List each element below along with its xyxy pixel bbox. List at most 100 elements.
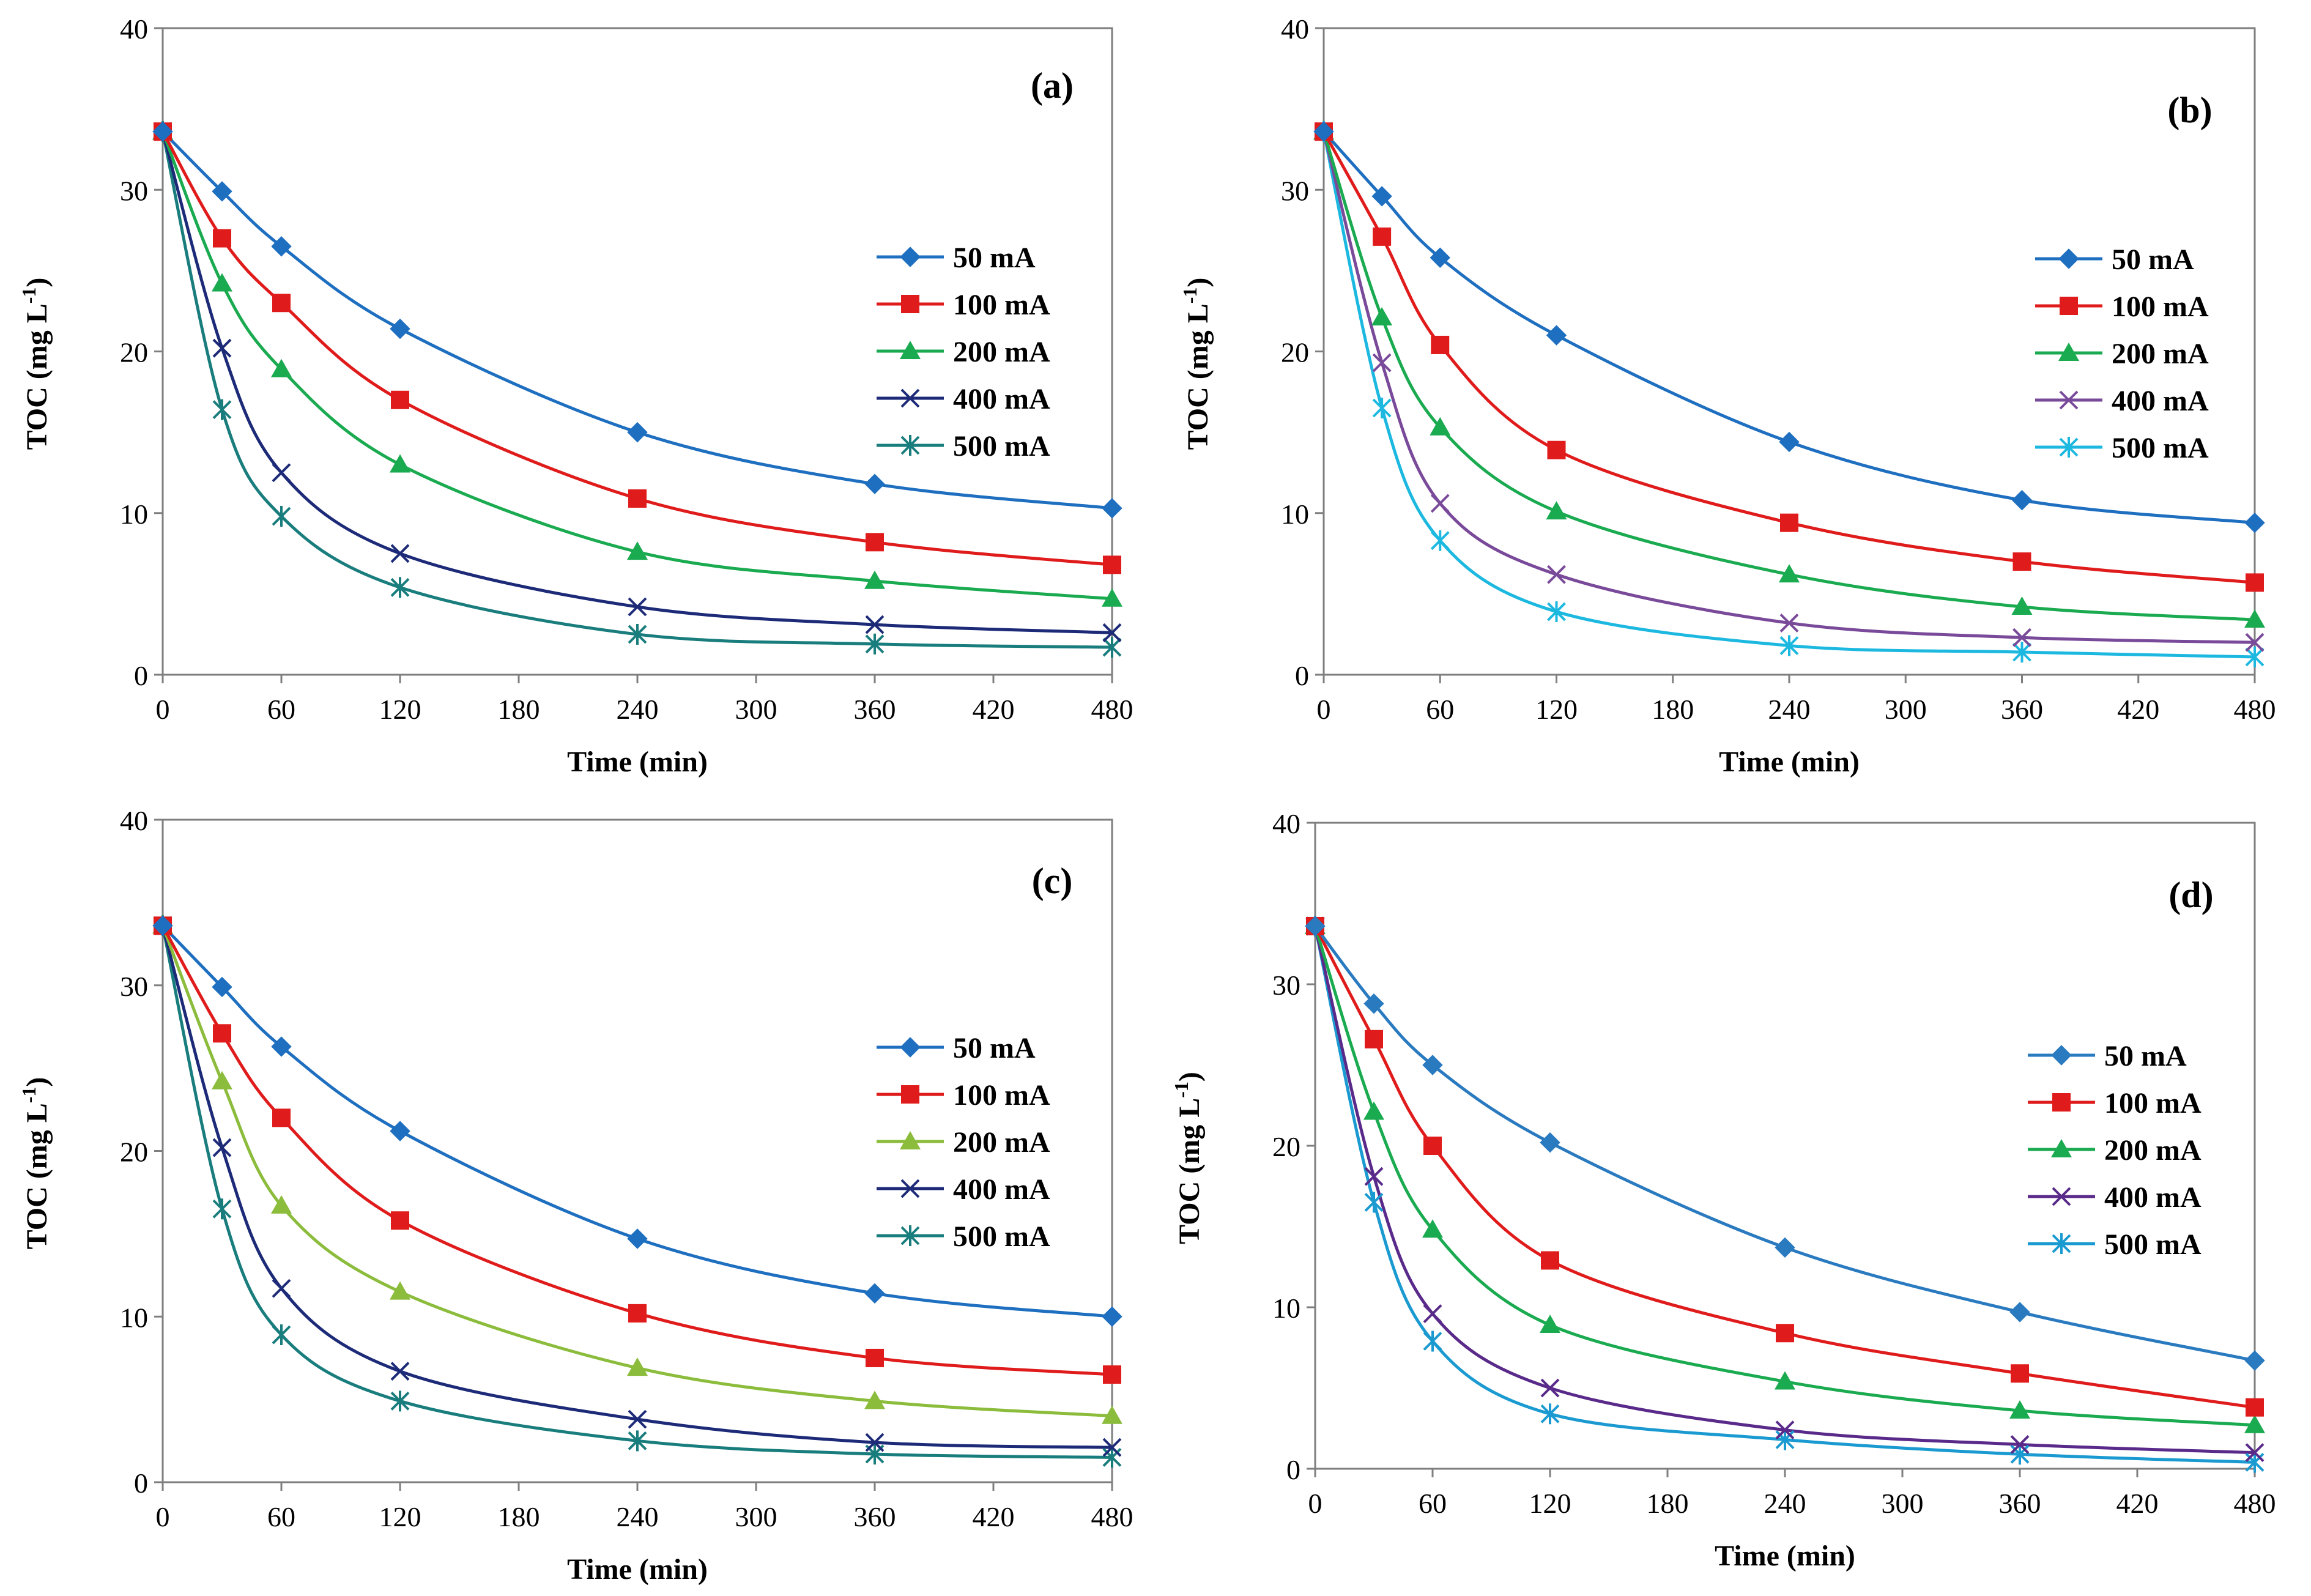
data-point	[1373, 227, 1392, 246]
series-line-400-mA	[161, 131, 1113, 634]
x-tick-label: 300	[735, 694, 777, 725]
x-tick-label: 360	[854, 694, 896, 725]
data-point	[1540, 1403, 1560, 1425]
data-point	[391, 1211, 409, 1230]
data-point	[628, 597, 647, 617]
data-point	[272, 506, 291, 527]
data-point	[1422, 1055, 1443, 1075]
data-point	[390, 1362, 410, 1381]
data-point	[152, 915, 173, 936]
y-tick-label: 0	[1295, 660, 1309, 691]
data-point	[1363, 1101, 1384, 1120]
legend-marker	[2059, 390, 2079, 410]
data-point	[627, 541, 648, 560]
data-point	[390, 1121, 410, 1141]
y-tick-label: 10	[120, 1302, 148, 1333]
legend-marker	[2058, 343, 2079, 361]
y-axis-title-end: )	[1182, 278, 1214, 288]
data-point	[627, 421, 648, 443]
x-tick-label: 60	[267, 1501, 295, 1532]
legend-marker	[900, 1225, 920, 1246]
x-tick-label: 120	[1529, 1488, 1571, 1519]
legend-marker	[2060, 297, 2078, 315]
x-tick-label: 240	[1764, 1488, 1806, 1519]
data-point	[627, 1357, 648, 1376]
y-tick-label: 40	[1272, 808, 1300, 839]
x-tick-label: 360	[1999, 1488, 2041, 1519]
legend-marker	[2052, 1233, 2071, 1254]
y-axis-title-superscript: -1	[18, 288, 40, 304]
y-tick-label: 10	[1272, 1293, 1300, 1324]
legend-label: 50 mA	[2104, 1040, 2187, 1072]
data-point	[212, 273, 232, 292]
y-axis-title-main: TOC (mg L	[21, 1103, 53, 1249]
y-tick-label: 30	[120, 971, 148, 1002]
series-line-50-mA	[161, 130, 1113, 510]
data-point	[627, 1228, 648, 1249]
data-point	[1102, 637, 1122, 658]
x-tick-label: 180	[1647, 1488, 1689, 1519]
legend-label: 100 mA	[953, 289, 1050, 321]
data-point	[1541, 1251, 1559, 1270]
data-point	[1102, 498, 1122, 519]
x-axis-title: Time (min)	[1715, 1540, 1855, 1572]
legend-label: 500 mA	[2104, 1228, 2202, 1261]
x-tick-label: 60	[1419, 1488, 1447, 1519]
legend-label: 400 mA	[2104, 1181, 2202, 1214]
data-point	[628, 489, 647, 508]
y-axis-title-end: )	[21, 1077, 53, 1087]
series-line-500-mA	[161, 131, 1113, 649]
data-point	[1540, 1315, 1560, 1334]
data-point	[1431, 335, 1450, 354]
y-tick-label: 20	[1281, 337, 1309, 368]
x-tick-label: 420	[973, 1501, 1015, 1532]
x-tick-label: 120	[1535, 694, 1578, 725]
data-point	[213, 1024, 231, 1043]
data-point	[1423, 1137, 1442, 1155]
data-point	[864, 570, 885, 589]
data-point	[1365, 1030, 1383, 1049]
x-tick-label: 0	[156, 1501, 170, 1532]
legend-label: 50 mA	[953, 242, 1036, 274]
data-point	[212, 399, 232, 420]
data-point	[866, 1348, 884, 1367]
panel-label: (a)	[1031, 65, 1074, 106]
x-tick-label: 420	[973, 694, 1015, 725]
legend-label: 100 mA	[953, 1079, 1050, 1112]
data-point	[390, 1281, 410, 1300]
data-point	[1780, 513, 1798, 532]
legend-marker	[900, 341, 921, 359]
data-point	[1547, 601, 1566, 622]
legend-marker	[2051, 1045, 2072, 1066]
y-tick-label: 40	[120, 13, 148, 45]
data-point	[864, 473, 885, 494]
series-line-50-mA	[161, 924, 1113, 1318]
data-point	[271, 358, 292, 377]
data-point	[1779, 431, 1800, 453]
data-point	[271, 236, 292, 257]
x-tick-label: 180	[498, 1501, 540, 1532]
data-point	[2244, 1350, 2265, 1371]
y-tick-label: 40	[120, 805, 148, 836]
data-point	[390, 454, 410, 473]
legend-marker	[2052, 1187, 2071, 1206]
data-point	[1546, 501, 1567, 520]
data-point	[1102, 1405, 1122, 1424]
data-point	[2012, 552, 2031, 571]
data-point	[2011, 489, 2033, 511]
legend-marker	[900, 1179, 920, 1198]
data-point	[271, 1195, 292, 1214]
data-point	[212, 1198, 232, 1220]
legend-label: 500 mA	[2112, 432, 2209, 464]
x-tick-label: 420	[2116, 1488, 2159, 1519]
data-point	[1779, 635, 1799, 656]
data-point	[1775, 1237, 1795, 1258]
legend: 50 mA 100 mA 200 mA 400 mA 500 mA	[877, 242, 1050, 462]
data-point	[1430, 530, 1450, 551]
data-point	[1103, 555, 1121, 574]
data-point	[1775, 1420, 1795, 1440]
legend-marker	[900, 1037, 921, 1058]
legend-label: 200 mA	[953, 1126, 1050, 1159]
x-tick-label: 0	[156, 694, 170, 725]
